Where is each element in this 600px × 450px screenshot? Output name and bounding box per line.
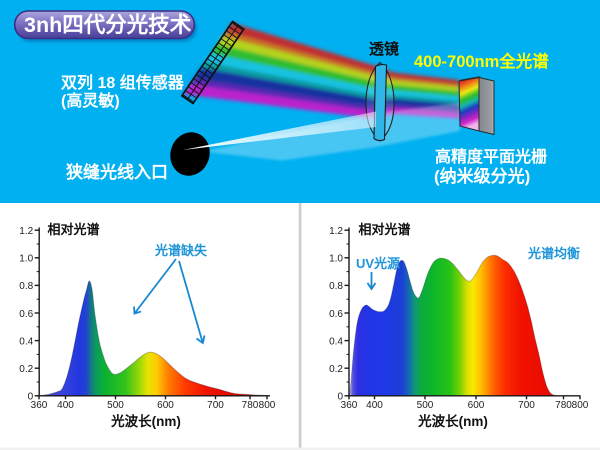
svg-text:600: 600 [157,400,174,411]
svg-text:相对光谱: 相对光谱 [48,222,100,237]
svg-text:双列 18 组传感器: 双列 18 组传感器 [61,73,185,92]
svg-text:0: 0 [28,392,34,403]
svg-text:0.4: 0.4 [329,336,343,347]
svg-text:高精度平面光栅: 高精度平面光栅 [435,147,547,166]
svg-text:360: 360 [31,400,48,411]
svg-text:780: 780 [242,400,259,411]
svg-text:600: 600 [468,400,485,411]
svg-text:1.0: 1.0 [19,254,33,265]
svg-text:1.2: 1.2 [329,226,343,237]
svg-text:0.6: 0.6 [329,309,343,320]
svg-text:500: 500 [107,400,124,411]
svg-text:360: 360 [341,400,358,411]
svg-text:0.2: 0.2 [19,364,33,375]
svg-text:1.0: 1.0 [329,254,343,265]
svg-text:0.6: 0.6 [19,309,33,320]
svg-text:0.8: 0.8 [19,281,33,292]
svg-text:(纳米级分光): (纳米级分光) [434,166,530,186]
svg-text:700: 700 [518,400,535,411]
svg-text:3nh四代分光技术: 3nh四代分光技术 [24,13,192,37]
svg-text:400-700nm全光谱: 400-700nm全光谱 [414,51,549,71]
svg-text:相对光谱: 相对光谱 [359,222,411,237]
svg-text:光波长(nm): 光波长(nm) [417,413,488,429]
svg-text:光谱缺失: 光谱缺失 [154,243,208,258]
svg-text:光波长(nm): 光波长(nm) [110,413,181,429]
svg-text:500: 500 [417,400,434,411]
svg-text:800: 800 [572,400,589,411]
svg-text:780: 780 [555,400,572,411]
svg-text:400: 400 [366,400,383,411]
svg-text:光谱均衡: 光谱均衡 [527,246,580,261]
svg-text:UV光源: UV光源 [356,256,400,271]
svg-text:0.8: 0.8 [329,281,343,292]
svg-text:800: 800 [259,400,276,411]
svg-text:700: 700 [207,400,224,411]
svg-text:0.2: 0.2 [329,364,343,375]
svg-text:透镜: 透镜 [369,40,399,58]
svg-text:0: 0 [337,392,343,403]
svg-text:0.4: 0.4 [19,336,33,347]
svg-text:(高灵敏): (高灵敏) [61,91,120,110]
svg-text:1.2: 1.2 [19,226,33,237]
svg-text:400: 400 [57,400,74,411]
svg-text:狭缝光线入口: 狭缝光线入口 [65,162,168,182]
